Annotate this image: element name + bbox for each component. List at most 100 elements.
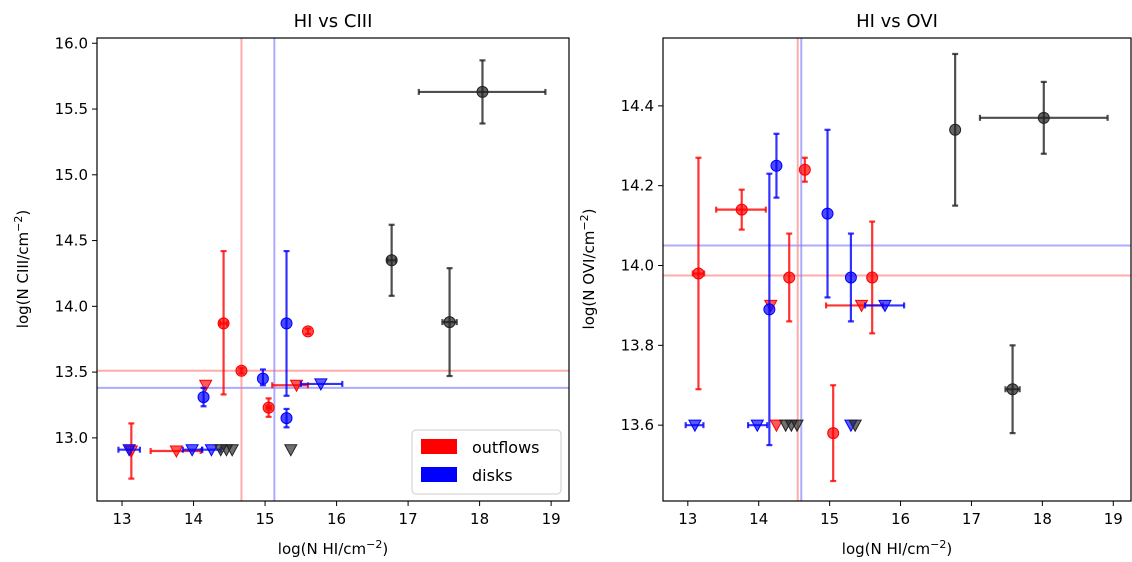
data-point xyxy=(271,379,310,393)
detection-marker xyxy=(262,401,275,414)
detection-marker xyxy=(798,163,811,176)
x-tick-label: 17 xyxy=(962,510,981,528)
legend-swatch-outflows xyxy=(421,439,457,454)
detection-marker xyxy=(844,271,857,284)
upper-limit-marker xyxy=(185,444,199,457)
data-point xyxy=(746,419,769,433)
data-point xyxy=(417,59,547,125)
data-point xyxy=(225,444,240,457)
data-point xyxy=(715,188,767,231)
data-point xyxy=(280,249,293,397)
data-point xyxy=(301,325,314,338)
detection-marker xyxy=(1037,111,1050,124)
data-point xyxy=(827,384,840,483)
detection-marker xyxy=(256,372,269,385)
detection-marker xyxy=(763,303,776,316)
data-point xyxy=(684,419,705,433)
x-tick-label: 16 xyxy=(891,510,910,528)
y-tick-label: 16.0 xyxy=(55,34,88,52)
data-point xyxy=(844,232,857,323)
data-point xyxy=(197,386,210,408)
data-point xyxy=(866,220,879,335)
x-tick-label: 14 xyxy=(184,510,203,528)
x-tick-label: 18 xyxy=(470,510,489,528)
data-point xyxy=(385,223,398,297)
y-tick-label: 15.0 xyxy=(55,166,88,184)
detection-marker xyxy=(949,123,962,136)
detection-marker xyxy=(827,427,840,440)
y-tick-label: 13.5 xyxy=(55,363,88,381)
detection-marker xyxy=(280,317,293,330)
upper-limit-marker xyxy=(750,419,765,433)
detection-marker xyxy=(197,391,210,404)
upper-limit-marker xyxy=(204,444,219,457)
data-point xyxy=(283,444,298,457)
data-point xyxy=(863,299,906,313)
detection-marker xyxy=(821,207,834,220)
upper-limit-marker xyxy=(283,444,298,457)
detection-marker xyxy=(476,85,489,98)
data-point xyxy=(256,368,269,387)
data-point xyxy=(217,249,230,396)
y-tick-label: 13.8 xyxy=(621,336,654,354)
data-point xyxy=(117,444,142,457)
data-point xyxy=(280,407,293,429)
y-tick-label: 13.0 xyxy=(55,429,88,447)
detection-marker xyxy=(866,271,879,284)
x-tick-label: 17 xyxy=(399,510,418,528)
upper-limit-marker xyxy=(769,419,784,433)
detection-marker xyxy=(735,203,748,216)
data-point xyxy=(798,156,811,183)
data-point xyxy=(691,156,706,391)
x-tick-label: 19 xyxy=(1104,510,1123,528)
upper-limit-marker xyxy=(878,299,892,313)
x-axis-label: log(N HI/cm−2) xyxy=(842,538,952,558)
upper-limit-marker xyxy=(790,419,804,433)
plot-area xyxy=(663,38,1131,501)
x-tick-label: 16 xyxy=(327,510,346,528)
upper-limit-marker xyxy=(169,445,184,459)
detection-marker xyxy=(235,364,248,377)
detection-marker xyxy=(301,325,314,338)
x-tick-label: 13 xyxy=(112,510,131,528)
y-axis-label: log(N CIII/cm−2) xyxy=(12,210,32,328)
detection-marker xyxy=(783,271,796,284)
chart-ciii: HI vs CIII log(N HI/cm−2) log(N CIII/cm−… xyxy=(12,11,570,558)
plot-area xyxy=(97,38,569,501)
data-point xyxy=(299,378,344,391)
y-axis-label: log(N OVI/cm−2) xyxy=(578,209,598,330)
data-point xyxy=(198,379,213,393)
y-tick-label: 14.0 xyxy=(621,257,654,275)
x-tick-label: 18 xyxy=(1033,510,1052,528)
legend-label-outflows: outflows xyxy=(472,438,540,457)
data-point xyxy=(978,80,1109,155)
y-tick-label: 13.6 xyxy=(621,416,654,434)
x-tick-label: 13 xyxy=(678,510,697,528)
upper-limit-marker xyxy=(122,444,137,457)
data-point xyxy=(441,267,458,378)
chart-ovi: HI vs OVI log(N HI/cm−2) log(N OVI/cm−2)… xyxy=(578,11,1132,558)
upper-limit-marker xyxy=(198,379,213,393)
detection-marker xyxy=(770,159,783,172)
upper-limit-marker xyxy=(688,419,702,433)
detection-marker xyxy=(692,267,705,280)
legend-label-disks: disks xyxy=(472,466,513,485)
data-point xyxy=(769,419,784,433)
detection-marker xyxy=(443,316,456,329)
plot-frame xyxy=(96,37,570,502)
y-tick-label: 14.2 xyxy=(621,177,654,195)
data-point xyxy=(1004,344,1021,435)
data-point xyxy=(770,132,783,199)
y-tick-label: 14.4 xyxy=(621,97,654,115)
data-point xyxy=(821,128,834,299)
data-point xyxy=(262,397,275,418)
x-axis-label: log(N HI/cm−2) xyxy=(278,538,388,558)
y-tick-label: 15.5 xyxy=(55,100,88,118)
data-point xyxy=(848,419,863,433)
data-point xyxy=(783,232,796,323)
upper-limit-marker xyxy=(225,444,240,457)
data-point xyxy=(181,444,204,457)
x-tick-label: 15 xyxy=(820,510,839,528)
chart-title: HI vs OVI xyxy=(856,11,938,32)
